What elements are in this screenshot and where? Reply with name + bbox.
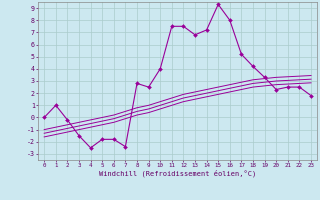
X-axis label: Windchill (Refroidissement éolien,°C): Windchill (Refroidissement éolien,°C) bbox=[99, 170, 256, 177]
